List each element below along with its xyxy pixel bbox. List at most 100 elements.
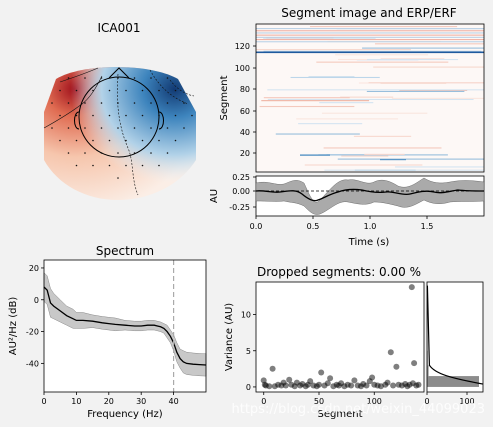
image-row	[341, 155, 389, 157]
variance-ylabel: Variance (AU)	[224, 303, 235, 371]
sensor-dot	[108, 139, 111, 142]
sensor-dot	[158, 114, 160, 117]
image-title: Segment image and ERP/ERF	[281, 6, 457, 20]
sensor-dot	[67, 127, 70, 129]
image-row	[353, 135, 412, 137]
image-row	[366, 90, 465, 93]
right-ear-icon	[158, 111, 164, 130]
spectrum-xlabel: Frequency (Hz)	[87, 409, 163, 420]
erp-x-tick-label: 1.0	[364, 222, 377, 231]
histogram-panel: 0 100	[424, 281, 484, 406]
image-row	[256, 34, 484, 36]
sensor-dot	[75, 139, 78, 142]
histogram-plot-area	[427, 282, 483, 392]
spectrum-y-tick-label: -40	[26, 359, 39, 368]
sensor-dot	[141, 114, 144, 117]
spectrum-x-tick-label: 20	[104, 397, 114, 406]
spectrum-line	[43, 286, 207, 366]
image-row	[364, 153, 405, 155]
dropped-title: Dropped segments: 0.00 %	[257, 265, 421, 279]
sensor-dots	[51, 77, 193, 179]
sensor-dot	[158, 164, 160, 167]
variance-axes: 0 50 100 0 5 10	[241, 311, 382, 406]
spectrum-frame	[43, 259, 207, 393]
sensor-dot	[141, 139, 144, 142]
spectrum-panel: Spectrum 0 10 20 30 40 20 0 -20 -40 Frequency (H…	[8, 244, 207, 420]
image-row	[395, 166, 484, 168]
sensor-dot	[100, 77, 103, 79]
histogram-x-tick-label: 100	[459, 397, 474, 406]
sensor-dot	[158, 139, 160, 142]
image-ylabel: Segment	[219, 75, 230, 120]
topomap-panel: ICA001	[43, 21, 196, 200]
erp-panel: 0.25 0.00 -0.25 0.0 0.5 1.0 1.5 Time (s)…	[209, 173, 485, 248]
variance-point	[351, 377, 358, 384]
image-row	[380, 82, 447, 84]
image-row	[290, 76, 380, 79]
spectrum-y-tick-label: 0	[34, 296, 39, 305]
variance-point	[307, 378, 314, 385]
image-row	[256, 51, 484, 54]
spectrum-ylabel: AU²/Hz (dB)	[8, 297, 19, 356]
image-row	[319, 102, 374, 104]
erp-y-ticks: 0.25 0.00 -0.25	[229, 173, 256, 212]
variance-point	[384, 379, 391, 386]
sensor-dot	[51, 102, 53, 104]
image-row	[263, 97, 350, 99]
image-y-ticks: 20 40 60 80 100 120	[235, 42, 256, 158]
image-row	[256, 41, 484, 43]
image-row	[275, 133, 360, 135]
sensor-dot	[108, 89, 111, 92]
variance-x-tick-label: 100	[367, 397, 382, 406]
variance-point	[282, 382, 289, 389]
sensor-dot	[150, 102, 152, 104]
image-row	[337, 158, 484, 160]
variance-panel: Dropped segments: 0.00 % 0 50 100 0 5 10 Segm…	[224, 265, 425, 420]
sensor-dot	[75, 89, 78, 92]
sensor-dot	[108, 114, 111, 117]
image-row	[374, 43, 484, 45]
image-row	[261, 100, 370, 102]
erp-mean-line	[255, 188, 485, 202]
sensor-dot	[166, 127, 169, 129]
variance-marks	[260, 284, 422, 390]
sensor-dot	[174, 114, 177, 117]
image-row	[340, 96, 394, 98]
image-row	[256, 30, 484, 32]
image-row	[304, 164, 423, 166]
variance-point	[408, 284, 415, 291]
sensor-dot	[117, 177, 119, 179]
variance-y-tick-label: 5	[246, 347, 251, 356]
sensor-dot	[100, 152, 103, 154]
variance-point	[393, 363, 400, 370]
variance-y-tick-label: 0	[246, 383, 251, 392]
sensor-dot	[141, 89, 144, 92]
topomap-contour	[59, 67, 99, 83]
image-y-tick-label: 100	[235, 64, 250, 73]
sensor-dot	[84, 102, 86, 104]
image-row	[366, 58, 459, 61]
variance-point	[286, 376, 293, 383]
sensor-dot	[59, 139, 61, 142]
histogram-x-tick-label: 0	[424, 397, 429, 406]
image-row	[256, 32, 484, 34]
sensor-dot	[141, 164, 144, 167]
variance-point	[327, 375, 334, 382]
sensor-dot	[166, 152, 169, 154]
histogram-density-line	[426, 285, 484, 385]
image-row	[300, 154, 330, 156]
variance-point	[316, 381, 322, 388]
erp-y-tick-label: 0.00	[232, 187, 250, 196]
image-row	[335, 54, 429, 56]
sensor-dot	[117, 102, 119, 104]
sensor-dot	[92, 89, 94, 92]
variance-point	[390, 382, 397, 389]
variance-point	[324, 380, 331, 387]
image-row	[368, 82, 484, 84]
variance-point	[369, 374, 376, 381]
sensor-dot	[84, 127, 86, 129]
spectrum-x-tick-label: 30	[136, 397, 146, 406]
variance-point	[363, 382, 370, 389]
sensor-dot	[59, 89, 61, 92]
erp-y-tick-label: -0.25	[229, 203, 250, 212]
